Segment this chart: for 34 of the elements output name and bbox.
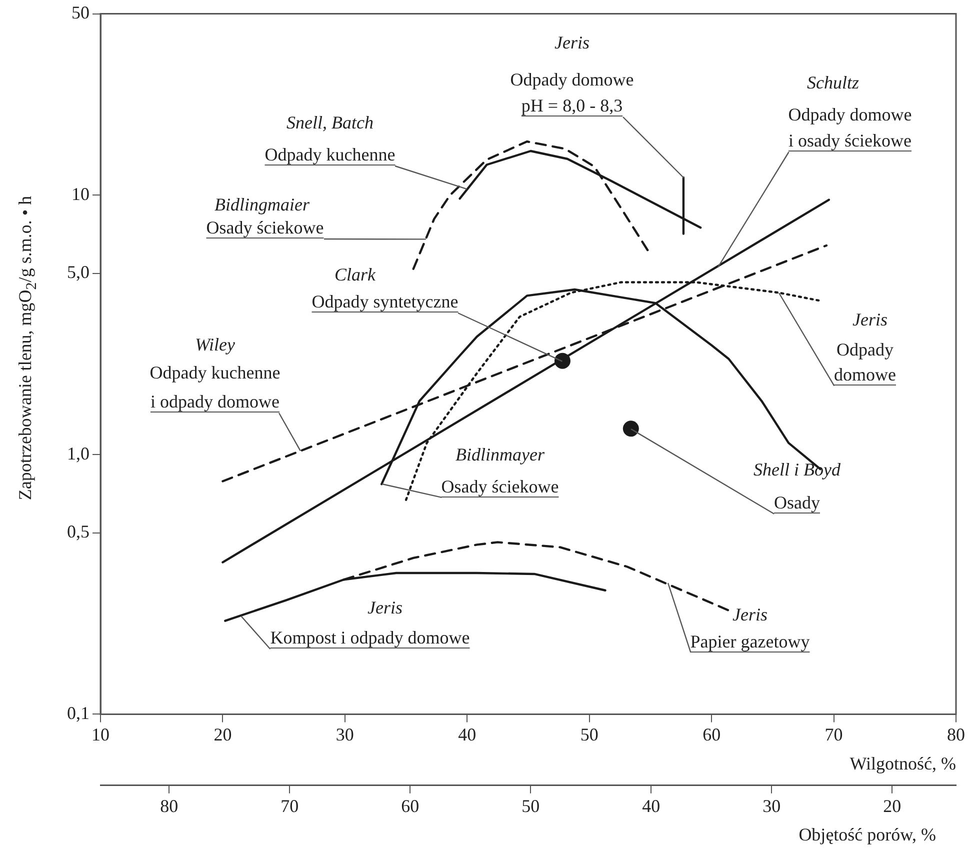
x-tick-label: 40 bbox=[458, 724, 476, 745]
annotation: Jeris Kompost i odpady domowe bbox=[270, 598, 470, 648]
y-tick-label: 50 bbox=[72, 2, 90, 23]
annotation: Schultz Odpady domowe i osady ściekowe bbox=[788, 72, 912, 152]
annotation: Wiley Odpady kuchenne i odpady domowe bbox=[150, 334, 280, 412]
x2-axis-title: Objętość porów, % bbox=[798, 824, 936, 845]
y-tick-label: 10 bbox=[72, 184, 90, 204]
x2-tick-label: 70 bbox=[280, 796, 299, 816]
y-tick-label: 0,1 bbox=[67, 702, 90, 723]
x-axis-title: Wilgotność, % bbox=[850, 753, 956, 774]
x2-tick-label: 30 bbox=[762, 796, 781, 816]
x-tick-label: 20 bbox=[214, 724, 232, 745]
x-tick-label: 70 bbox=[824, 724, 843, 745]
x-tick-label: 80 bbox=[947, 724, 965, 745]
annotation: Jeris Odpady domowe pH = 8,0 - 8,3 bbox=[510, 32, 634, 116]
annotation: Bidlinmayer Osady ściekowe bbox=[441, 444, 559, 498]
annotation: Jeris Odpady domowe bbox=[834, 310, 896, 386]
annotation: Jeris Papier gazetowy bbox=[690, 604, 810, 652]
x-tick-label: 60 bbox=[702, 724, 721, 745]
x2-tick-label: 60 bbox=[401, 796, 420, 816]
x2-tick-label: 50 bbox=[522, 796, 540, 816]
annotation: Shell i Boyd Osady bbox=[754, 460, 840, 514]
x-tick-label: 50 bbox=[580, 724, 598, 745]
x2-tick-label: 40 bbox=[642, 796, 660, 816]
x2-tick-label: 20 bbox=[883, 796, 902, 816]
x-tick-label: 10 bbox=[92, 724, 110, 745]
x2-tick-label: 80 bbox=[160, 796, 178, 816]
annotation: Clark Odpady syntetyczne bbox=[312, 264, 458, 312]
y-tick-label: 5,0 bbox=[67, 262, 90, 282]
annotation: Bidlingmaier Osady ściekowe bbox=[206, 194, 324, 238]
y-tick-label: 0,5 bbox=[67, 522, 90, 542]
x-tick-label: 30 bbox=[336, 724, 354, 745]
y-tick-label: 1,0 bbox=[67, 443, 90, 464]
annotation: Snell, Batch Odpady kuchenne bbox=[264, 112, 396, 166]
